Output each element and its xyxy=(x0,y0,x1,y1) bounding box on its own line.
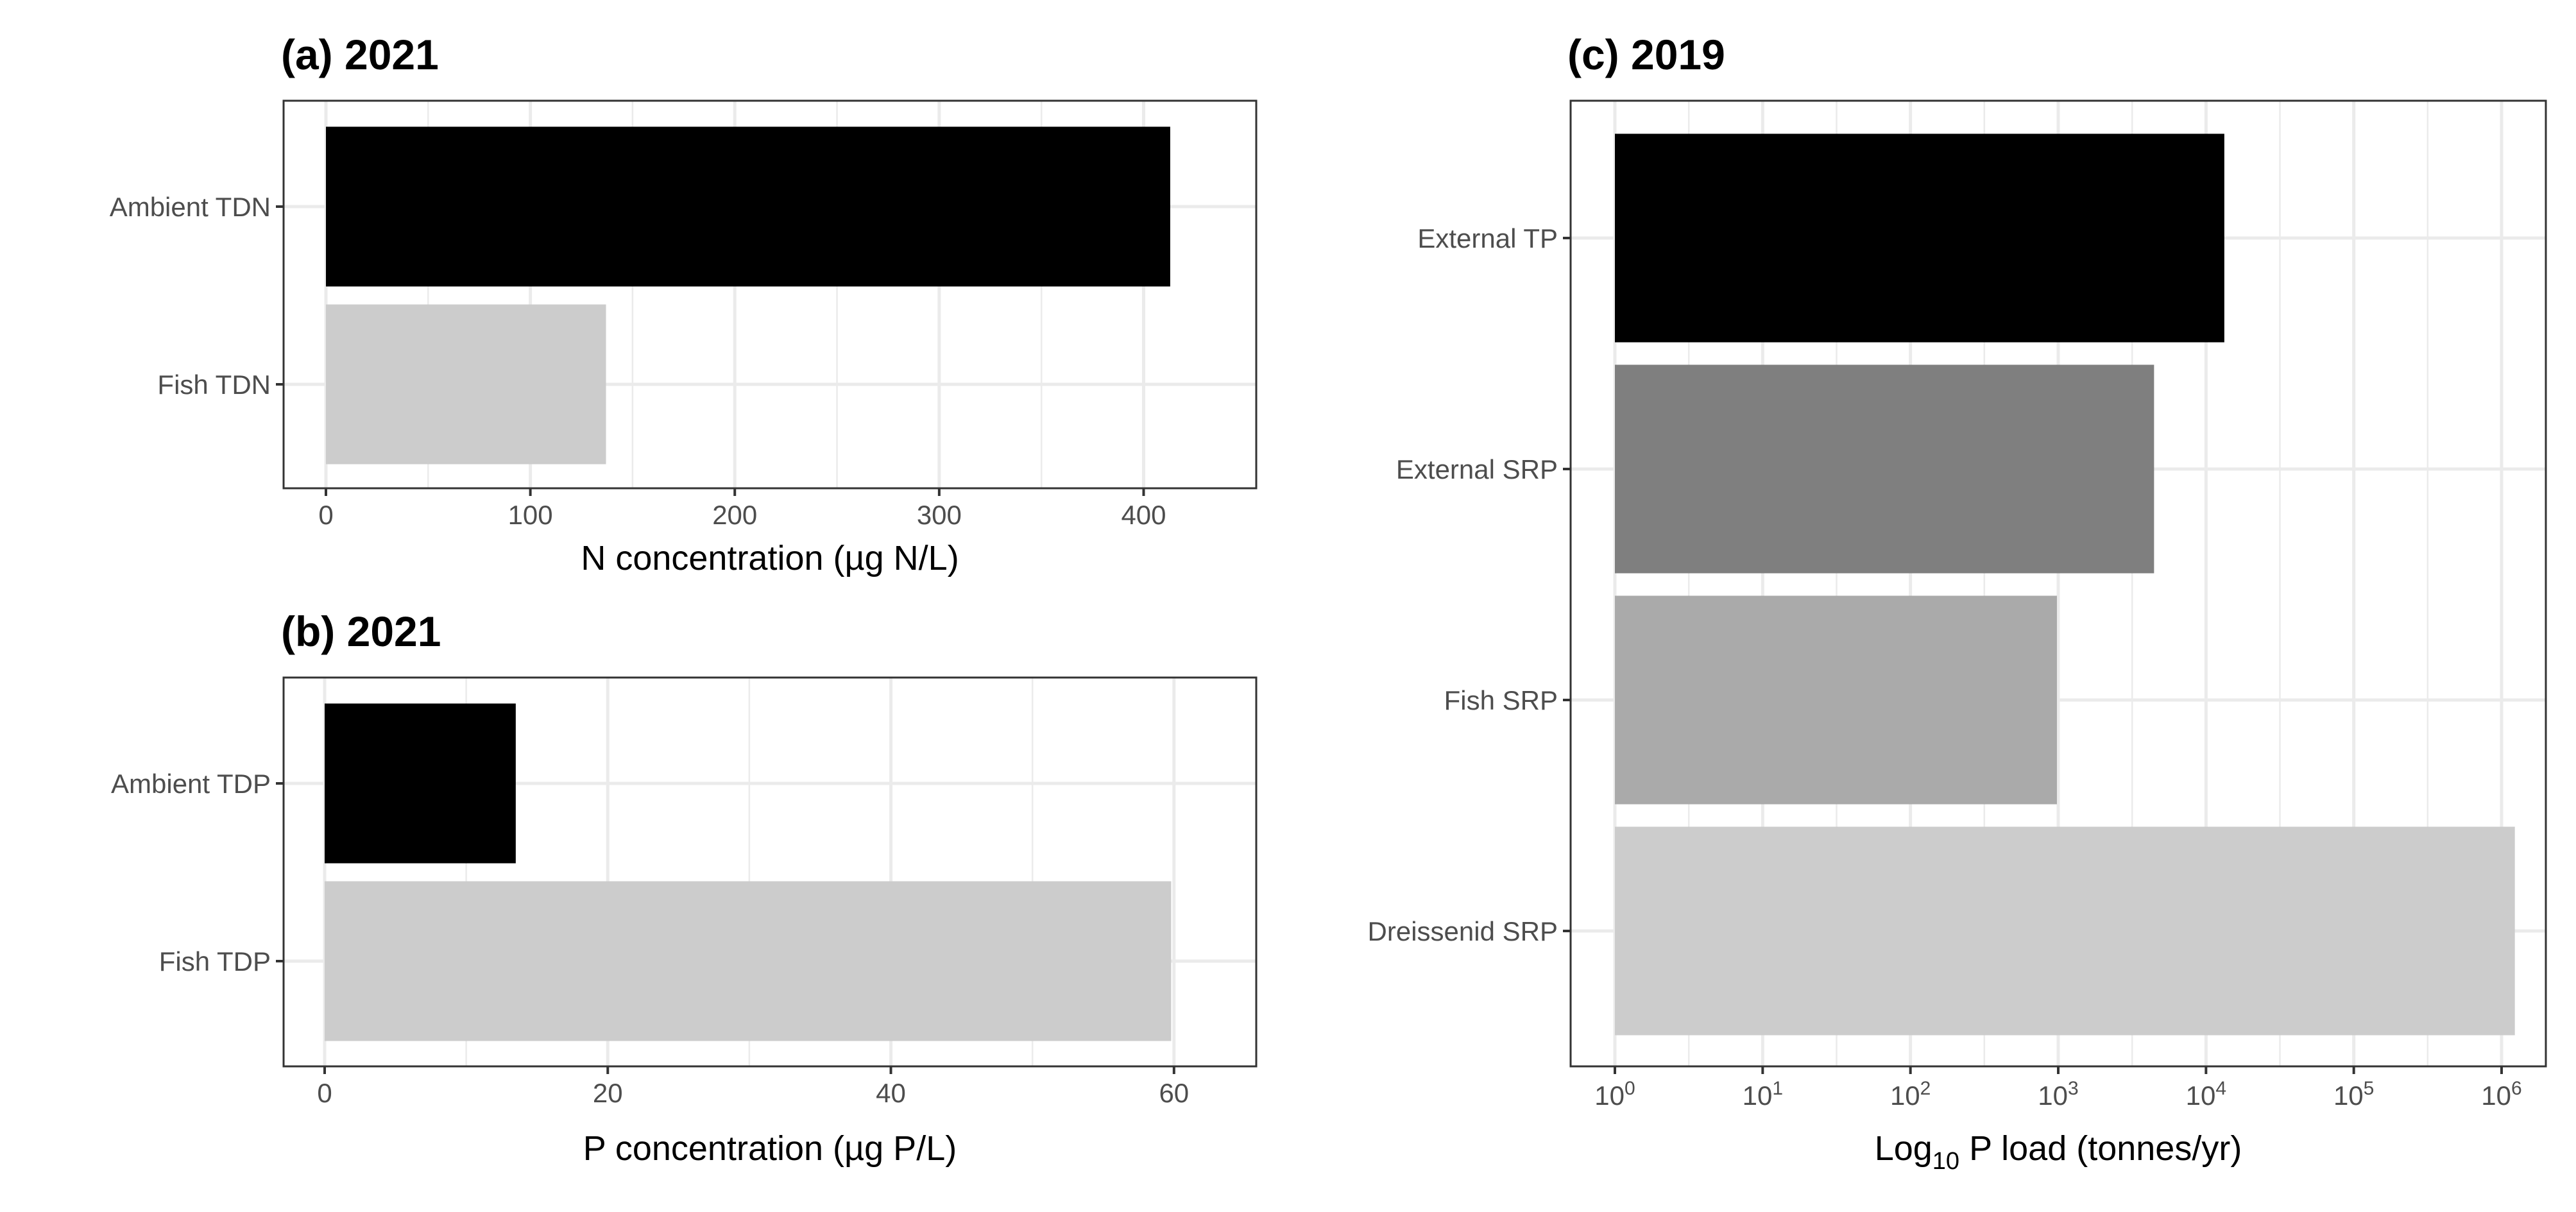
x-tick-label: 400 xyxy=(1121,500,1166,530)
panel-a-y-axis: Ambient TDN Fish TDN xyxy=(110,192,284,400)
panel-c-x-label-rest: P load (tonnes/yr) xyxy=(1959,1129,2242,1168)
panel-b-x-label: P concentration (µg P/L) xyxy=(583,1129,957,1168)
bar-fish-srp xyxy=(1615,595,2057,805)
panel-c-x-label: Log10 P load (tonnes/yr) xyxy=(1875,1129,2242,1175)
y-tick-label: Dreissenid SRP xyxy=(1368,916,1558,946)
y-tick-label: Ambient TDP xyxy=(111,769,271,799)
x-tick-label: 103 xyxy=(2038,1078,2078,1111)
panel-c-x-label-main: Log xyxy=(1875,1129,1932,1168)
x-tick-label: 20 xyxy=(593,1078,623,1108)
panel-c-y-axis: External TP External SRP Fish SRP Dreisseni… xyxy=(1368,223,1571,946)
y-tick-label: Ambient TDN xyxy=(110,192,271,222)
x-tick-label: 300 xyxy=(917,500,962,530)
bar-dreissenid-srp xyxy=(1615,826,2515,1036)
y-tick-label: Fish TDP xyxy=(159,946,271,977)
panel-c-bars xyxy=(1615,133,2515,1036)
panel-c-x-label-sub: 10 xyxy=(1932,1148,1959,1175)
x-tick-label: 100 xyxy=(1594,1078,1635,1111)
x-tick-label: 60 xyxy=(1159,1078,1189,1108)
panel-b-x-axis: 0 20 40 60 xyxy=(317,1066,1189,1108)
x-tick-label: 106 xyxy=(2481,1078,2521,1111)
y-tick-label: Fish SRP xyxy=(1444,685,1558,715)
x-tick-label: 100 xyxy=(508,500,553,530)
x-tick-label: 0 xyxy=(318,500,333,530)
x-tick-label: 200 xyxy=(712,500,757,530)
bar-fish-tdp xyxy=(325,881,1172,1041)
y-tick-label: External TP xyxy=(1417,223,1558,253)
y-tick-label: Fish TDN xyxy=(157,370,271,400)
panel-a-x-label: N concentration (µg N/L) xyxy=(581,539,959,577)
panel-b: (b) 2021 Ambient TDP Fish TDP 0 20 40 60 P c… xyxy=(111,608,1258,1168)
panel-a-frame xyxy=(282,99,1258,490)
bar-ambient-tdn xyxy=(326,126,1170,287)
panel-b-y-axis: Ambient TDP Fish TDP xyxy=(111,769,284,977)
bar-fish-tdn xyxy=(326,304,606,465)
x-tick-label: 105 xyxy=(2333,1078,2374,1111)
x-tick-label: 102 xyxy=(1890,1078,1931,1111)
panel-b-frame xyxy=(282,676,1258,1068)
panel-a-x-axis: 0 100 200 300 400 xyxy=(318,488,1166,530)
panel-c: (c) 2019 External TP External SRP Fish SRP… xyxy=(1368,31,2547,1175)
panel-a: (a) 2021 Ambient TDN Fish TDN 0 100 200 300 4… xyxy=(110,31,1258,577)
bar-ambient-tdp xyxy=(325,703,516,864)
panel-b-title: (b) 2021 xyxy=(281,608,441,655)
x-tick-label: 104 xyxy=(2186,1078,2226,1111)
x-tick-label: 101 xyxy=(1743,1078,1783,1111)
x-tick-label: 40 xyxy=(876,1078,906,1108)
panel-a-bars xyxy=(326,126,1170,465)
panel-b-bars xyxy=(325,703,1172,1041)
panel-a-title: (a) 2021 xyxy=(281,31,439,78)
panel-c-title: (c) 2019 xyxy=(1567,31,1725,78)
bar-external-srp xyxy=(1615,364,2154,574)
x-tick-label: 0 xyxy=(317,1078,332,1108)
y-tick-label: External SRP xyxy=(1396,454,1558,484)
bar-external-tp xyxy=(1615,133,2224,343)
panel-c-x-axis: 100 101 102 103 104 105 106 xyxy=(1594,1066,2522,1111)
